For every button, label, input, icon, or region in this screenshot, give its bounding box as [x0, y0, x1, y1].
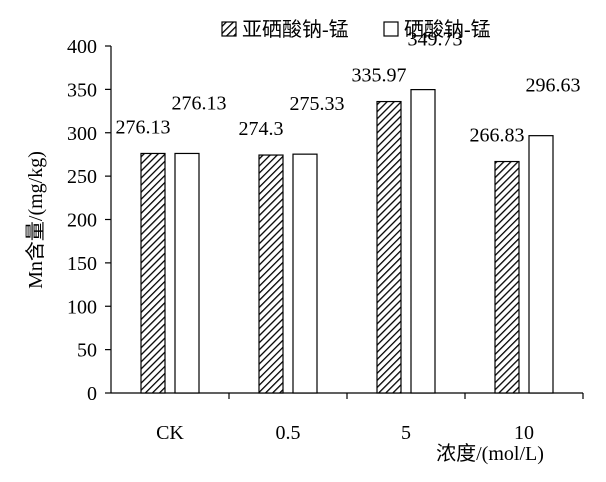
- y-tick-label: 50: [77, 340, 97, 362]
- bar-selenite: [494, 160, 520, 394]
- data-label: 276.13: [172, 92, 227, 114]
- y-tick-label: 100: [67, 296, 97, 318]
- legend-swatch: [221, 21, 237, 37]
- bar-selenate: [528, 135, 554, 394]
- bar-selenate: [174, 152, 200, 394]
- x-tick-label: 5: [401, 422, 411, 444]
- data-label: 266.83: [470, 125, 525, 147]
- y-tick-label: 150: [67, 253, 97, 275]
- bar-selenate: [292, 153, 318, 394]
- legend-swatch: [383, 21, 399, 37]
- y-tick-label: 400: [67, 36, 97, 58]
- data-label: 275.33: [290, 93, 345, 115]
- y-tick-label: 350: [67, 79, 97, 101]
- data-label: 296.63: [526, 75, 581, 97]
- data-label: 274.3: [239, 118, 284, 140]
- y-tick-label: 200: [67, 210, 97, 232]
- bar-selenate: [410, 89, 436, 394]
- x-axis-title: 浓度/(mol/L): [436, 442, 544, 465]
- x-tick-label: 10: [514, 422, 534, 444]
- bar-selenite: [376, 100, 402, 394]
- legend-label: 亚硒酸钠-锰: [242, 18, 349, 41]
- y-tick-label: 0: [87, 383, 97, 405]
- data-label: 349.73: [408, 29, 463, 51]
- data-label: 335.97: [352, 65, 407, 87]
- data-label: 276.13: [116, 116, 171, 138]
- bar-selenite: [258, 154, 284, 394]
- x-tick-label: CK: [156, 422, 184, 444]
- y-tick-label: 300: [67, 123, 97, 145]
- legend: 亚硒酸钠-锰 硒酸钠-锰: [221, 18, 491, 41]
- x-tick-label: 0.5: [276, 422, 301, 444]
- y-axis-title: Mn含量/(mg/kg): [24, 151, 47, 289]
- y-tick-label: 250: [67, 166, 97, 188]
- legend-label: 硒酸钠-锰: [404, 18, 491, 41]
- bar-selenite: [140, 152, 166, 394]
